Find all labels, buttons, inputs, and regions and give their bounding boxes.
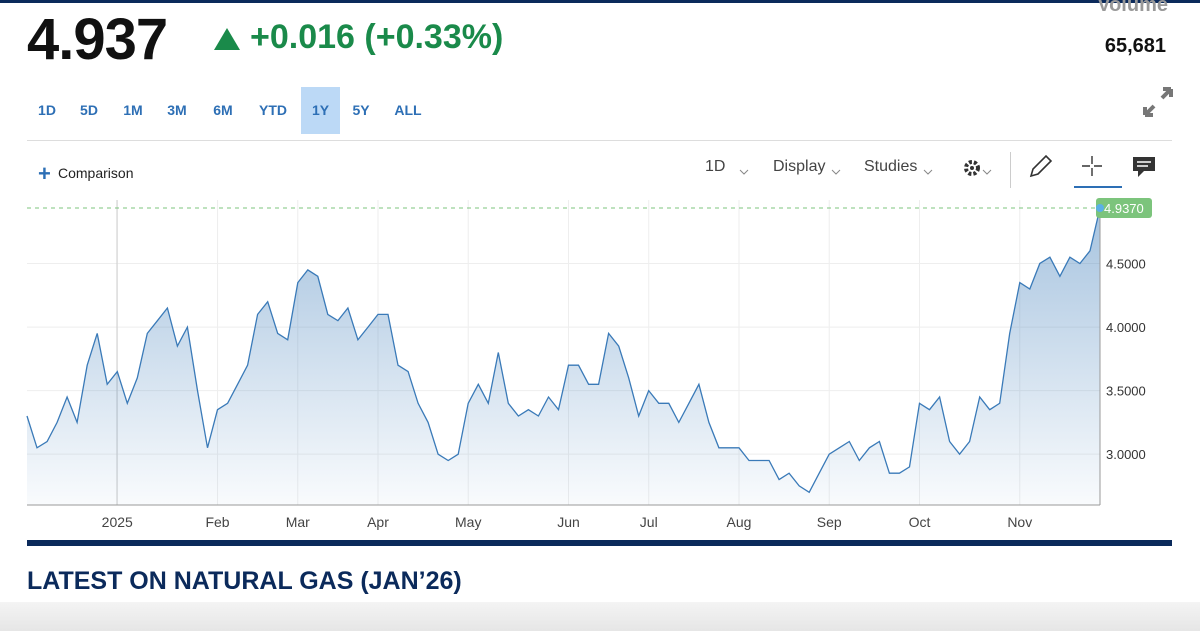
comparison-button[interactable]: Comparison (58, 165, 134, 181)
expand-icon[interactable] (1142, 86, 1174, 118)
active-tool-underline (1074, 186, 1122, 188)
x-tick-label: Aug (727, 514, 752, 530)
toolbar-divider (1010, 152, 1011, 188)
range-button[interactable]: 1Y (301, 87, 340, 134)
line (26, 207, 1101, 494)
chart: 3.0000 3.5000 4.0000 4.5000 2025 Feb Mar Apr May… (26, 198, 1152, 530)
up-arrow (214, 28, 240, 50)
settings-icon[interactable] (962, 157, 984, 179)
y-tick-label: 3.0000 (1106, 447, 1146, 462)
y-tick-label: 3.5000 (1106, 384, 1146, 399)
x-tick-label: Jul (640, 514, 658, 530)
dropdown-carets (739, 169, 992, 175)
x-tick-label: May (455, 514, 481, 530)
draw-icon[interactable] (1028, 154, 1054, 180)
range-button[interactable]: 5Y (352, 102, 370, 118)
x-tick-label: Sep (817, 514, 842, 530)
interval-button[interactable]: 1D (705, 158, 726, 175)
x-tick-label: Oct (909, 514, 931, 530)
last-price-label: 4.9370 (1104, 201, 1144, 216)
range-button[interactable]: YTD (259, 102, 287, 118)
range-button[interactable]: 5D (80, 102, 98, 118)
area (27, 208, 1100, 505)
range-button[interactable]: 1D (38, 102, 56, 118)
y-tick-label: 4.5000 (1106, 257, 1146, 272)
plus-icon[interactable]: + (38, 161, 51, 186)
y-tick-label: 4.0000 (1106, 320, 1146, 335)
range-button[interactable]: 1M (123, 102, 143, 118)
separator (27, 140, 1172, 141)
crosshair-icon[interactable] (1080, 154, 1104, 178)
range-button[interactable]: 3M (167, 102, 187, 118)
top-bar (0, 0, 1200, 3)
x-tick-label: Apr (367, 514, 389, 530)
x-tick-label: Feb (205, 514, 229, 530)
x-tick-label: Jun (557, 514, 580, 530)
x-tick-label: Mar (286, 514, 310, 530)
news-heading: LATEST ON NATURAL GAS (JAN’26) (27, 567, 462, 595)
display-button[interactable]: Display (773, 158, 826, 175)
last-price-badge (1096, 198, 1152, 219)
volume: 65,681 (1104, 35, 1166, 57)
price: 4.937 (27, 7, 168, 72)
x-tick-label: Nov (1007, 514, 1032, 530)
range-button[interactable]: 6M (213, 102, 233, 118)
x-tick-label: 2025 (102, 514, 133, 530)
footer-band (0, 602, 1200, 631)
comment-icon[interactable] (1132, 156, 1156, 178)
last-point (1096, 204, 1104, 213)
studies-button[interactable]: Studies (864, 158, 918, 175)
price-change: +0.016 (+0.33%) (250, 18, 504, 56)
section-bar (27, 540, 1172, 546)
volume-label: Volume (1097, 0, 1168, 16)
range-button[interactable]: ALL (394, 102, 422, 118)
